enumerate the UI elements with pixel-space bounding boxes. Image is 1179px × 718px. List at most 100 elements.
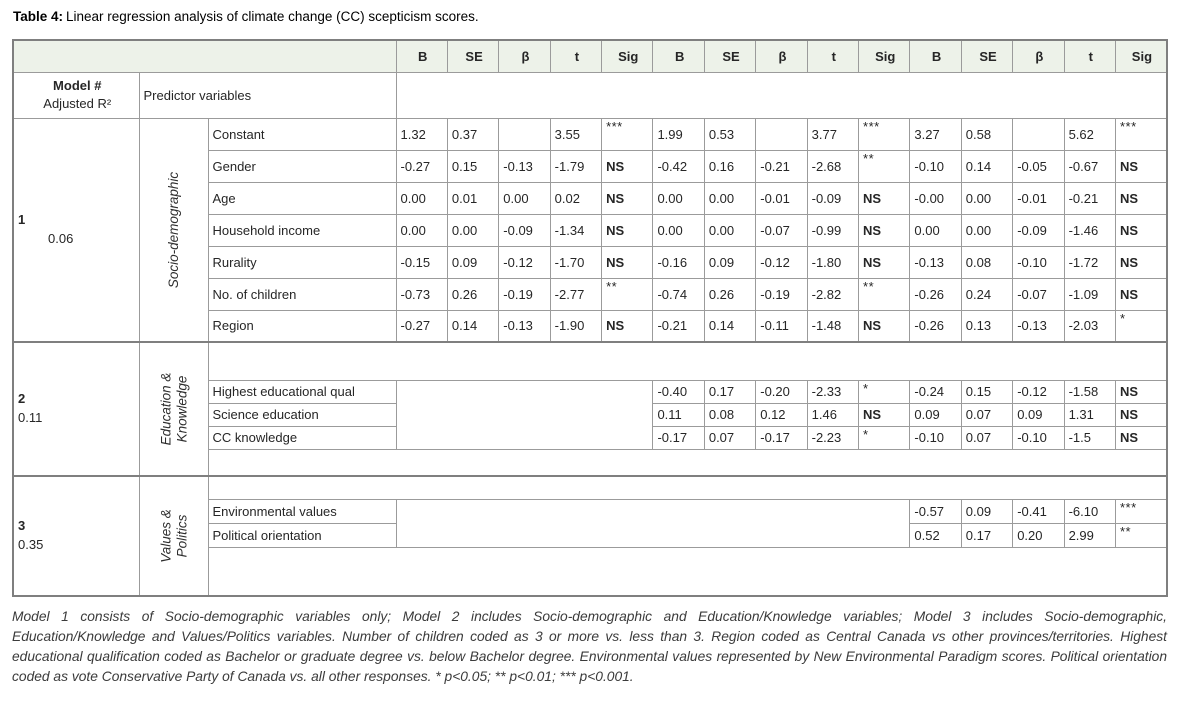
predictor-cell: Rurality bbox=[207, 245, 397, 279]
value-cell: 0.00 bbox=[960, 213, 1014, 247]
value-cell: -0.01 bbox=[755, 181, 808, 215]
value-cell: -0.10 bbox=[1012, 245, 1065, 279]
value-cell: 0.09 bbox=[960, 498, 1014, 524]
value-cell: 1.32 bbox=[395, 117, 448, 151]
value-cell: 0.15 bbox=[960, 379, 1014, 404]
value-cell: -0.26 bbox=[909, 277, 962, 311]
value-cell: 0.17 bbox=[960, 522, 1014, 548]
value-cell: 0.15 bbox=[446, 149, 500, 183]
spacer-cell bbox=[207, 546, 1168, 597]
value-cell: 0.00 bbox=[703, 213, 757, 247]
value-cell: 0.07 bbox=[960, 425, 1014, 450]
value-cell: NS bbox=[858, 245, 911, 279]
value-cell: -0.27 bbox=[395, 149, 448, 183]
value-cell: -0.07 bbox=[1012, 277, 1065, 311]
value-cell: -1.70 bbox=[549, 245, 603, 279]
value-cell: 1.46 bbox=[806, 402, 860, 427]
table-footnote: Model 1 consists of Socio-demographic va… bbox=[12, 609, 1167, 684]
spacer-cell bbox=[207, 448, 1168, 477]
value-cell: 0.00 bbox=[909, 213, 962, 247]
predictor-col-header: Predictor variables bbox=[138, 71, 397, 119]
value-cell: -1.34 bbox=[549, 213, 603, 247]
predictor-cell: Science education bbox=[207, 402, 397, 427]
spacer-cell bbox=[207, 475, 1168, 500]
value-cell: -0.05 bbox=[1012, 149, 1065, 183]
value-cell: -0.26 bbox=[909, 309, 962, 343]
value-cell: 0.24 bbox=[960, 277, 1014, 311]
value-cell: 0.00 bbox=[652, 181, 705, 215]
table-title-label: Table 4: bbox=[13, 9, 64, 24]
value-cell: 0.14 bbox=[446, 309, 500, 343]
table-row: Political orientation 0.52 0.17 0.20 2.99 ** bbox=[13, 522, 1168, 548]
value-cell: 0.14 bbox=[703, 309, 757, 343]
value-cell: -0.16 bbox=[652, 245, 705, 279]
stat-header-cell: B bbox=[909, 39, 962, 73]
value-cell: 0.00 bbox=[960, 181, 1014, 215]
table-row: 1 0.06 Socio-demographic Constant 1.32 0.37 3.… bbox=[12, 117, 1168, 343]
predictor-cell: Gender bbox=[207, 149, 397, 183]
value-cell: 0.11 bbox=[652, 402, 705, 427]
value-cell: -0.10 bbox=[909, 149, 962, 183]
stat-header-cell: t bbox=[1063, 39, 1116, 73]
value-cell: -2.82 bbox=[806, 277, 860, 311]
category-cell: Values & Politics bbox=[138, 475, 209, 597]
value-cell: 3.77 bbox=[806, 117, 860, 151]
value-cell: 0.07 bbox=[703, 425, 757, 450]
stat-header-cell: B bbox=[395, 39, 448, 73]
value-cell: -6.10 bbox=[1063, 498, 1116, 524]
value-cell: -2.03 bbox=[1063, 309, 1116, 343]
value-cell: -0.15 bbox=[395, 245, 448, 279]
value-cell: 0.16 bbox=[703, 149, 757, 183]
value-cell: 0.09 bbox=[446, 245, 500, 279]
table-row: Science education 0.11 0.08 0.12 1.46 NS 0.09 0… bbox=[13, 402, 1168, 427]
value-cell: -0.09 bbox=[498, 213, 551, 247]
value-cell: -0.57 bbox=[909, 498, 962, 524]
predictor-cell: Age bbox=[207, 181, 397, 215]
value-cell: -1.46 bbox=[1063, 213, 1116, 247]
value-cell: NS bbox=[601, 213, 654, 247]
value-cell: -0.74 bbox=[652, 277, 705, 311]
model-cell: 2 0.11 bbox=[12, 341, 140, 477]
value-cell: -0.19 bbox=[498, 277, 551, 311]
value-cell: 0.00 bbox=[498, 181, 551, 215]
value-cell: -0.21 bbox=[755, 149, 808, 183]
table-body: B SE β t Sig B SE β t Sig B SE β t Sig Model # Adjusted … bbox=[12, 39, 1168, 597]
stat-header-cell: β bbox=[755, 39, 808, 73]
sig-cell: ** bbox=[858, 149, 911, 183]
value-cell: 0.52 bbox=[909, 522, 962, 548]
value-cell bbox=[498, 117, 551, 151]
table-row: CC knowledge -0.17 0.07 -0.17 -2.23 * -0.10 0.0… bbox=[13, 425, 1168, 450]
value-cell: 0.17 bbox=[703, 379, 757, 404]
value-cell: -0.01 bbox=[1012, 181, 1065, 215]
value-cell: -0.13 bbox=[1012, 309, 1065, 343]
value-cell: -0.10 bbox=[909, 425, 962, 450]
category-cell: Socio-demographic bbox=[138, 117, 209, 343]
value-cell: -0.73 bbox=[395, 277, 448, 311]
value-cell: 0.20 bbox=[1012, 522, 1065, 548]
blank-cell bbox=[395, 379, 654, 450]
value-cell bbox=[1012, 117, 1065, 151]
stat-header-cell: t bbox=[549, 39, 603, 73]
value-cell: 0.00 bbox=[652, 213, 705, 247]
value-cell: 0.26 bbox=[446, 277, 500, 311]
value-cell: NS bbox=[1114, 213, 1168, 247]
value-cell: -1.48 bbox=[806, 309, 860, 343]
stat-header-cell: Sig bbox=[601, 39, 654, 73]
value-cell: -0.13 bbox=[909, 245, 962, 279]
predictor-cell: Region bbox=[207, 309, 397, 343]
predictor-cell: Constant bbox=[207, 117, 397, 151]
value-cell: NS bbox=[1114, 277, 1168, 311]
value-cell: 0.58 bbox=[960, 117, 1014, 151]
value-cell: 5.62 bbox=[1063, 117, 1116, 151]
value-cell: NS bbox=[1114, 181, 1168, 215]
value-cell: -0.12 bbox=[498, 245, 551, 279]
value-cell: NS bbox=[858, 181, 911, 215]
value-cell: NS bbox=[601, 309, 654, 343]
value-cell: -0.00 bbox=[909, 181, 962, 215]
sig-cell: ** bbox=[858, 277, 911, 311]
value-cell: NS bbox=[601, 245, 654, 279]
predictor-cell: Environmental values bbox=[207, 498, 397, 524]
header-spacer-cell bbox=[395, 71, 1168, 119]
value-cell: 0.12 bbox=[755, 402, 808, 427]
stat-header-cell: t bbox=[806, 39, 860, 73]
